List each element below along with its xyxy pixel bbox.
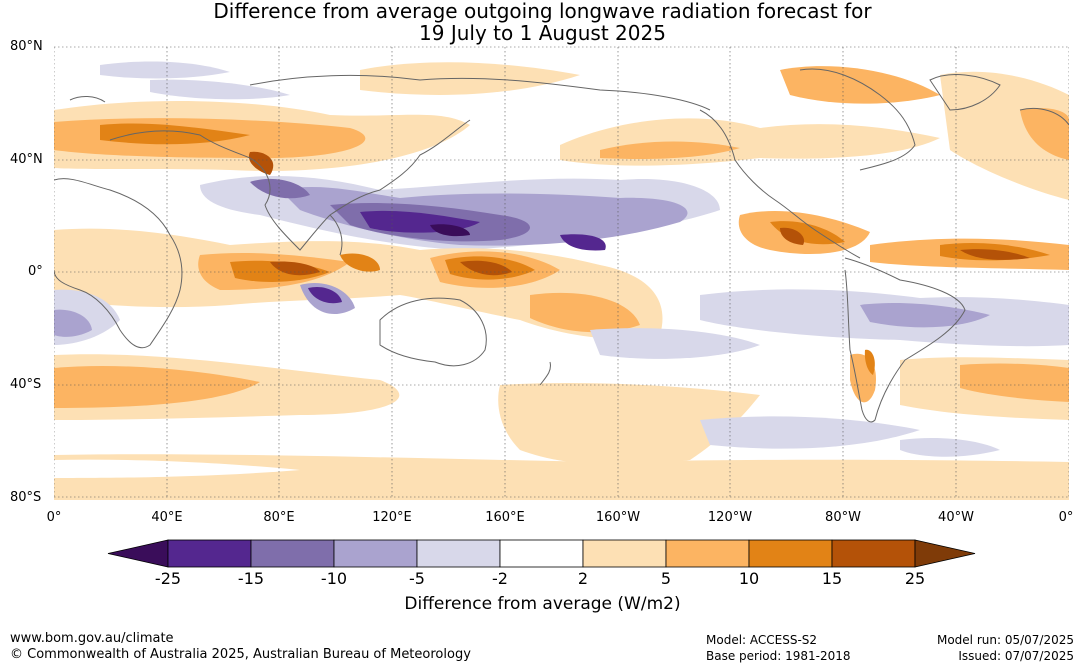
colorbar [107,539,976,568]
gridlines [54,46,1069,498]
colorbar-swatch [333,539,418,568]
colorbar-swatch [582,539,667,568]
lon-label-0-right: 0° [1058,510,1074,525]
colorbar-tick: 10 [738,569,760,588]
coastlines [54,68,1069,423]
lat-label-0: 0° [28,264,43,279]
map-field [54,45,1069,500]
footer-model: Model: ACCESS-S2 [706,633,818,647]
colorbar-tick: -10 [320,569,348,588]
lon-label-0: 0° [46,510,62,525]
colorbar-tick: -5 [409,569,425,588]
colorbar-tick: 5 [660,569,672,588]
footer-base-period: Base period: 1981-2018 [706,649,851,663]
colorbar-tick: -15 [237,569,265,588]
footer-issued: Issued: 07/07/2025 [958,649,1074,663]
lon-label-40w: 40°W [938,510,974,525]
colorbar-extend-low [107,539,169,568]
colorbar-tick: 2 [577,569,589,588]
colorbar-title: Difference from average (W/m2) [404,594,681,614]
footer-model-run: Model run: 05/07/2025 [936,633,1074,647]
chart-title-line2: 19 July to 1 August 2025 [419,21,666,45]
lat-label-80n: 80°N [10,39,43,54]
lon-label-120e: 120°E [372,510,412,525]
footer-website: www.bom.gov.au/climate [10,631,174,646]
lat-label-40s: 40°S [10,377,42,392]
colorbar-extend-high [914,539,976,568]
lon-label-80w: 80°W [825,510,861,525]
lon-label-160w: 160°W [595,510,641,525]
colorbar-swatch [748,539,833,568]
colorbar-swatch [831,539,916,568]
lat-label-40n: 40°N [10,152,43,167]
colorbar-swatch [665,539,750,568]
colorbar-swatch [250,539,335,568]
colorbar-swatch [167,539,252,568]
colorbar-swatch [499,539,584,568]
lon-label-80e: 80°E [263,510,295,525]
colorbar-tick: 25 [904,569,926,588]
footer-copyright: © Commonwealth of Australia 2025, Austra… [10,647,471,662]
lat-label-80s: 80°S [10,490,42,505]
lon-label-160e: 160°E [485,510,525,525]
chart-title-line1: Difference from average outgoing longwav… [213,0,872,23]
colorbar-tick: -25 [154,569,182,588]
colorbar-swatch [416,539,501,568]
colorbar-tick: 15 [821,569,843,588]
colorbar-tick: -2 [492,569,508,588]
lon-label-120w: 120°W [707,510,753,525]
lon-label-40e: 40°E [151,510,183,525]
